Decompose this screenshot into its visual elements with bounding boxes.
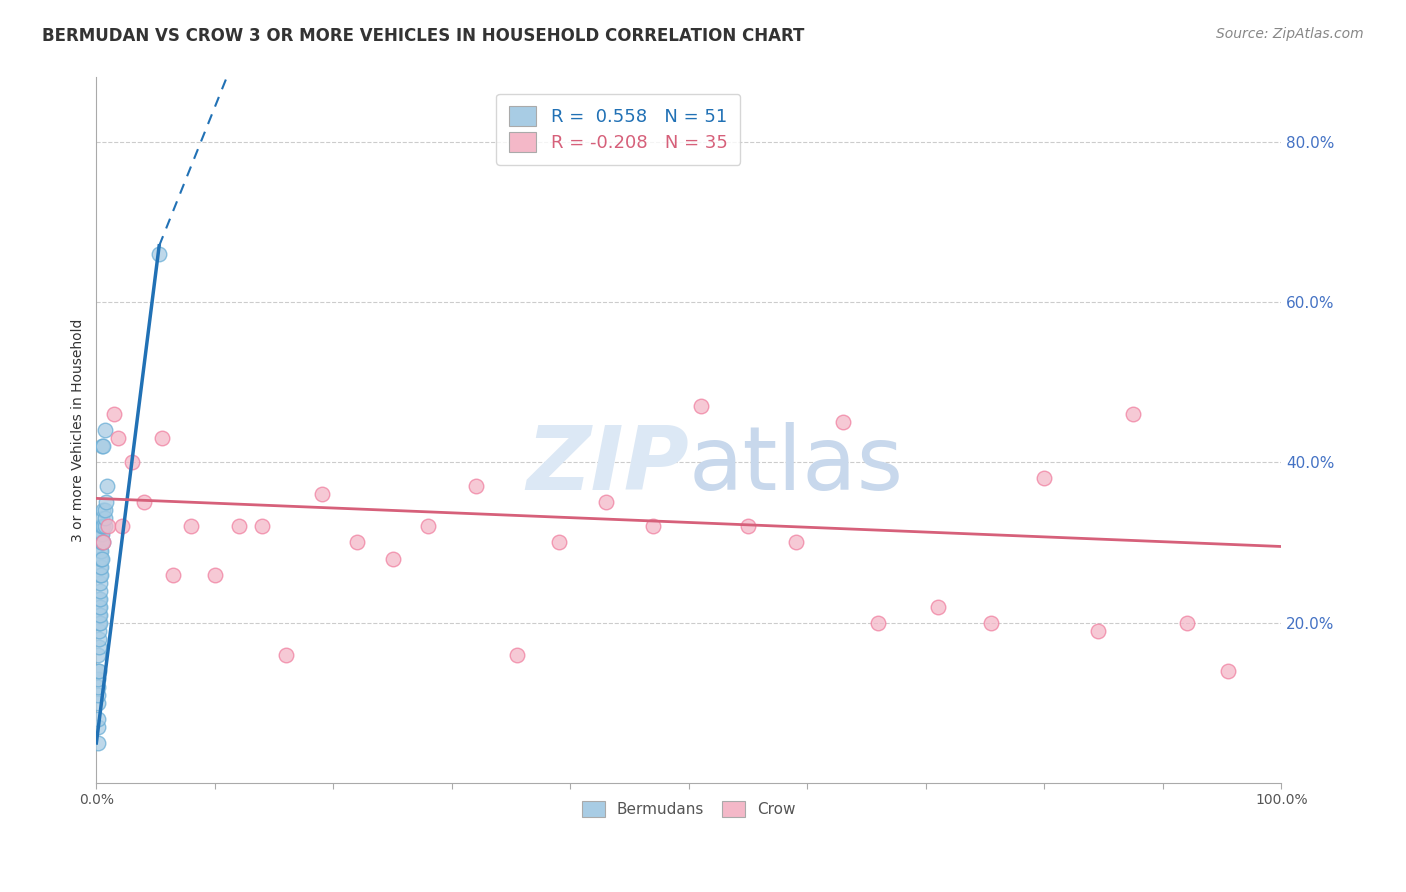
Point (91, 527, 114, 541)
Point (89, 607, 111, 622)
Point (103, 407, 125, 421)
Point (89, 591, 111, 606)
Point (89, 599, 111, 614)
Point (111, 519, 134, 533)
Point (93, 503, 115, 517)
Legend: Bermudans, Crow: Bermudans, Crow (574, 794, 804, 825)
Point (381, 551, 404, 566)
Point (1033, 471, 1056, 485)
Point (91, 535, 114, 549)
Point (87, 624, 110, 638)
Point (346, 535, 368, 549)
Point (91, 551, 114, 566)
Point (89, 615, 111, 630)
Point (90, 567, 112, 582)
Point (91, 511, 114, 525)
Point (868, 615, 890, 630)
Point (150, 431, 173, 445)
Point (107, 431, 129, 445)
Point (274, 648, 297, 662)
Point (785, 535, 807, 549)
Point (97, 519, 120, 533)
Point (1216, 664, 1239, 678)
Text: ZIP: ZIP (526, 422, 689, 509)
Point (832, 415, 855, 429)
Point (87, 591, 110, 606)
Point (737, 519, 759, 533)
Point (89, 575, 111, 590)
Point (93, 535, 115, 549)
Point (464, 479, 486, 493)
Point (87, 632, 110, 646)
Point (93, 519, 115, 533)
Point (86, 696, 108, 710)
Point (418, 519, 440, 533)
Point (311, 487, 333, 501)
Point (94, 495, 117, 509)
Point (228, 519, 250, 533)
Point (89, 567, 111, 582)
Point (87, 640, 110, 654)
Text: Source: ZipAtlas.com: Source: ZipAtlas.com (1216, 27, 1364, 41)
Point (91, 519, 114, 533)
Point (90, 543, 112, 558)
Point (643, 519, 665, 533)
Text: BERMUDAN VS CROW 3 OR MORE VEHICLES IN HOUSEHOLD CORRELATION CHART: BERMUDAN VS CROW 3 OR MORE VEHICLES IN H… (42, 27, 804, 45)
Point (204, 567, 226, 582)
Point (89, 559, 111, 574)
Point (1122, 407, 1144, 421)
Point (86, 736, 108, 750)
Point (506, 648, 529, 662)
Point (93, 439, 115, 453)
Point (132, 495, 155, 509)
Point (595, 495, 617, 509)
Point (1087, 624, 1109, 638)
Point (162, 567, 184, 582)
Point (252, 519, 274, 533)
Point (927, 599, 949, 614)
Point (89, 551, 111, 566)
Point (93, 423, 115, 437)
Point (86, 648, 108, 662)
Point (86, 720, 108, 734)
Point (980, 615, 1002, 630)
Text: atlas: atlas (689, 422, 904, 509)
Point (180, 519, 202, 533)
Point (96, 479, 118, 493)
Point (93, 519, 115, 533)
Point (93, 511, 115, 525)
Point (87, 615, 110, 630)
Point (93, 535, 115, 549)
Point (86, 712, 108, 726)
Point (89, 543, 111, 558)
Point (90, 527, 112, 541)
Point (547, 535, 569, 549)
Point (86, 680, 108, 694)
Point (121, 455, 143, 469)
Point (90, 559, 112, 574)
Point (87, 607, 110, 622)
Point (90, 551, 112, 566)
Point (90, 519, 112, 533)
Point (86, 672, 108, 686)
Point (91, 439, 114, 453)
Point (689, 399, 711, 413)
Y-axis label: 3 or more Vehicles in Household: 3 or more Vehicles in Household (72, 318, 86, 542)
Point (86, 688, 108, 702)
Point (86, 664, 108, 678)
Point (1175, 615, 1198, 630)
Point (93, 503, 115, 517)
Point (148, 247, 170, 261)
Point (89, 583, 111, 598)
Point (87, 664, 110, 678)
Point (90, 535, 112, 549)
Point (87, 599, 110, 614)
